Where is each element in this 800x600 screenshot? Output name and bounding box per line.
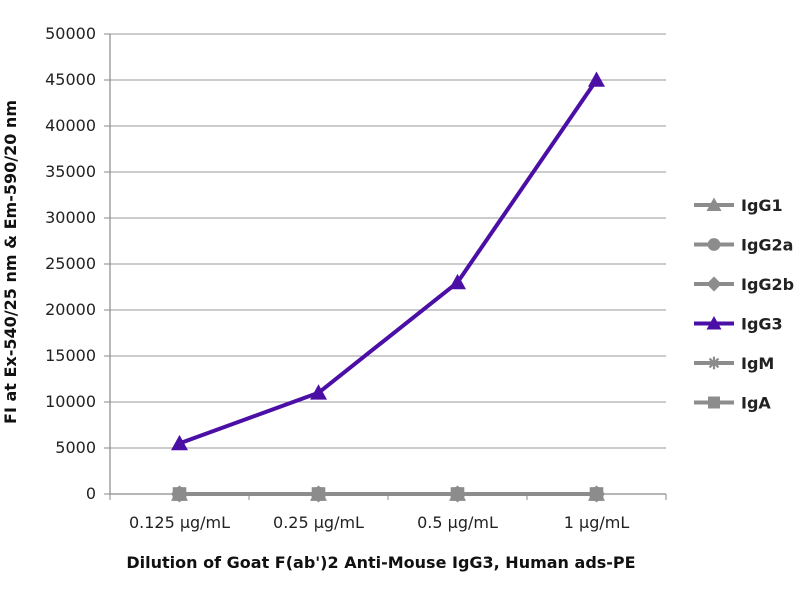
legend-label: IgA [741,394,771,413]
legend-marker [706,276,722,292]
data-point [450,487,465,501]
y-tick-label: 45000 [45,70,96,89]
y-tick-label: 15000 [45,346,96,365]
legend-label: IgG2b [741,275,794,294]
legend-label: IgG1 [741,196,783,215]
data-point [310,384,327,400]
y-tick-label: 30000 [45,208,96,227]
x-tick-label: 0.125 µg/mL [129,513,230,532]
data-point [588,71,605,87]
legend-marker [706,316,722,330]
y-tick-label: 0 [86,484,96,503]
legend-marker [708,396,720,409]
legend-item-igg2a: IgG2a [694,236,793,255]
legend-item-igg3: IgG3 [694,315,783,334]
legend-marker [707,356,721,370]
series-igg3 [171,71,605,451]
legend-item-igg2b: IgG2b [694,275,794,294]
y-tick-label: 25000 [45,254,96,273]
data-point [589,487,604,501]
y-tick-label: 40000 [45,116,96,135]
y-tick-label: 5000 [55,438,96,457]
legend-marker [706,197,722,211]
legend-label: IgM [741,354,774,373]
y-axis-ticks: 0 5000 10000 15000 20000 25000 30000 35000 40000… [45,24,96,503]
legend-label: IgG2a [741,236,793,255]
y-axis-title: FI at Ex-540/25 nm & Em-590/20 nm [1,100,20,424]
gridlines [104,33,666,495]
x-axis-title: Dilution of Goat F(ab')2 Anti-Mouse IgG3… [126,553,635,572]
y-tick-label: 50000 [45,24,96,43]
data-point [172,487,187,501]
series-line [178,78,599,446]
legend-item-igm: IgM [694,354,774,373]
legend-label: IgG3 [741,315,783,334]
y-tick-label: 10000 [45,392,96,411]
legend: IgG1 IgG2a IgG2b IgG3 IgM IgA [694,196,794,413]
data-point [311,487,326,501]
x-tick-label: 0.25 µg/mL [273,513,364,532]
x-tick-label: 1 µg/mL [564,513,630,532]
y-tick-label: 35000 [45,162,96,181]
y-tick-label: 20000 [45,300,96,319]
legend-marker [707,238,721,251]
legend-item-iga: IgA [694,394,771,413]
series-iga [172,487,604,501]
legend-item-igg1: IgG1 [694,196,783,215]
marker-stroke [708,357,720,369]
data-point [171,434,188,451]
x-tick-label: 0.5 µg/mL [417,513,498,532]
data-point [449,273,466,290]
x-axis-ticks: 0.125 µg/mL 0.25 µg/mL 0.5 µg/mL 1 µg/mL [109,494,667,532]
series-layer [171,71,605,503]
